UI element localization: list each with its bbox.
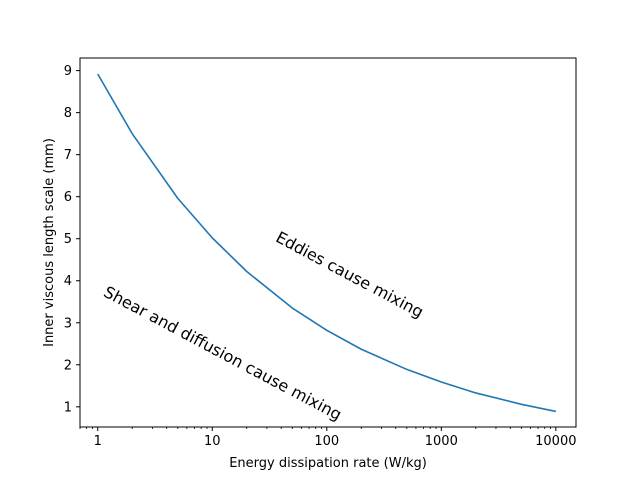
series-line [97, 73, 556, 413]
y-tick-label: 6 [64, 190, 72, 205]
y-tick-label: 1 [64, 400, 72, 415]
y-tick-label: 9 [64, 64, 72, 79]
y-tick-label: 7 [64, 148, 72, 163]
x-tick-label: 10000 [535, 434, 576, 449]
y-tick-label: 8 [64, 106, 72, 121]
y-tick-label: 4 [64, 274, 72, 289]
y-tick-label: 5 [64, 232, 72, 247]
axis-ticks: 1 10 100 1000 10000 1 2 3 4 5 6 7 8 9 [64, 64, 577, 449]
x-tick-label: 100 [314, 434, 339, 449]
series-lines [97, 73, 556, 413]
x-axis-label: Energy dissipation rate (W/kg) [229, 456, 427, 471]
plot-frame [79, 57, 577, 428]
y-axis-label: Inner viscous length scale (mm) [42, 138, 57, 347]
x-tick-label: 1 [94, 434, 102, 449]
plot-area-background [80, 58, 576, 427]
x-tick-label: 10 [204, 434, 221, 449]
y-tick-label: 2 [64, 358, 72, 373]
x-tick-label: 1000 [425, 434, 458, 449]
y-tick-label: 3 [64, 316, 72, 331]
